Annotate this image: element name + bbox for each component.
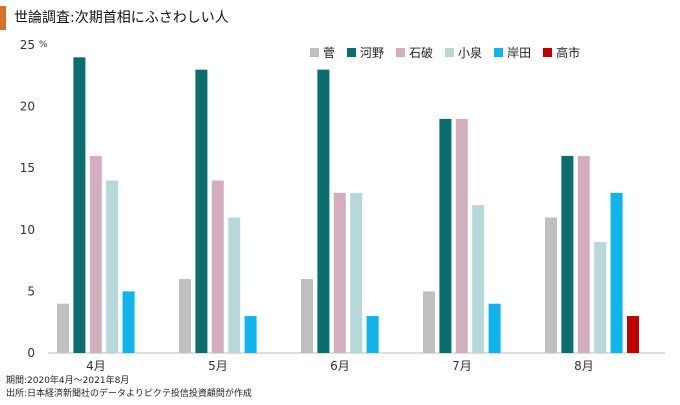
y-unit-label: % — [39, 40, 48, 50]
bar-高市-8月 — [627, 316, 639, 353]
legend-item: 小泉 — [445, 44, 482, 61]
bar-菅-6月 — [301, 279, 313, 353]
bar-小泉-8月 — [594, 242, 607, 353]
bar-河野-8月 — [561, 155, 574, 353]
x-tick-label: 4月 — [86, 359, 106, 373]
legend-label: 高市 — [556, 46, 581, 60]
bar-岸田-6月 — [366, 316, 379, 353]
y-tick-label: 25 — [20, 38, 35, 52]
y-tick-label: 0 — [27, 346, 35, 360]
legend-item: 菅 — [310, 44, 335, 61]
legend-label: 小泉 — [458, 46, 483, 60]
bar-岸田-8月 — [610, 192, 623, 353]
bar-石破-5月 — [211, 180, 224, 353]
y-tick-label: 10 — [20, 223, 35, 237]
x-tick-label: 5月 — [208, 359, 228, 373]
x-tick-label: 8月 — [574, 359, 594, 373]
bar-石破-4月 — [89, 155, 102, 353]
legend-swatch — [494, 48, 504, 57]
bar-石破-6月 — [333, 192, 346, 353]
x-tick-label: 6月 — [330, 359, 350, 373]
legend-item: 石破 — [396, 44, 433, 61]
period-note: 期間:2020年4月～2021年8月 — [6, 376, 130, 386]
title-accent-bar — [0, 6, 6, 30]
bar-河野-6月 — [317, 69, 330, 353]
legend-item: 岸田 — [494, 44, 531, 61]
legend-swatch — [310, 48, 319, 57]
bar-河野-7月 — [439, 118, 452, 353]
legend-label: 菅 — [323, 46, 336, 60]
bar-河野-5月 — [195, 69, 208, 353]
bar-岸田-5月 — [244, 316, 257, 353]
y-tick-label: 20 — [20, 100, 35, 114]
legend-swatch — [396, 48, 406, 57]
legend-label: 河野 — [360, 46, 385, 60]
bar-石破-8月 — [577, 155, 590, 353]
y-tick-label: 15 — [20, 161, 35, 175]
legend: 菅 河野 石破 小泉 岸田 高市 — [310, 44, 580, 61]
legend-swatch — [445, 48, 455, 57]
bar-菅-4月 — [57, 303, 69, 353]
legend-item: 河野 — [347, 44, 384, 61]
bar-岸田-4月 — [122, 291, 135, 353]
legend-label: 石破 — [409, 46, 434, 60]
legend-label: 岸田 — [507, 46, 532, 60]
bar-菅-8月 — [545, 217, 557, 353]
chart-title: 世論調査:次期首相にふさわしい人 — [14, 10, 229, 26]
bar-河野-4月 — [73, 57, 86, 353]
source-note: 出所:日本経済新聞社のデータよりピクテ投信投資顧問が作成 — [6, 389, 252, 399]
bar-岸田-7月 — [488, 303, 501, 353]
bar-菅-5月 — [179, 279, 191, 353]
x-tick-label: 7月 — [452, 359, 472, 373]
bar-石破-7月 — [455, 118, 468, 353]
bar-小泉-5月 — [228, 217, 241, 353]
bar-小泉-7月 — [472, 205, 485, 353]
bar-菅-7月 — [423, 291, 435, 353]
bar-小泉-4月 — [106, 180, 119, 353]
legend-item: 高市 — [543, 44, 580, 61]
y-tick-label: 5 — [27, 284, 35, 298]
bar-小泉-6月 — [350, 192, 363, 353]
legend-swatch — [543, 48, 553, 57]
legend-swatch — [347, 48, 357, 57]
